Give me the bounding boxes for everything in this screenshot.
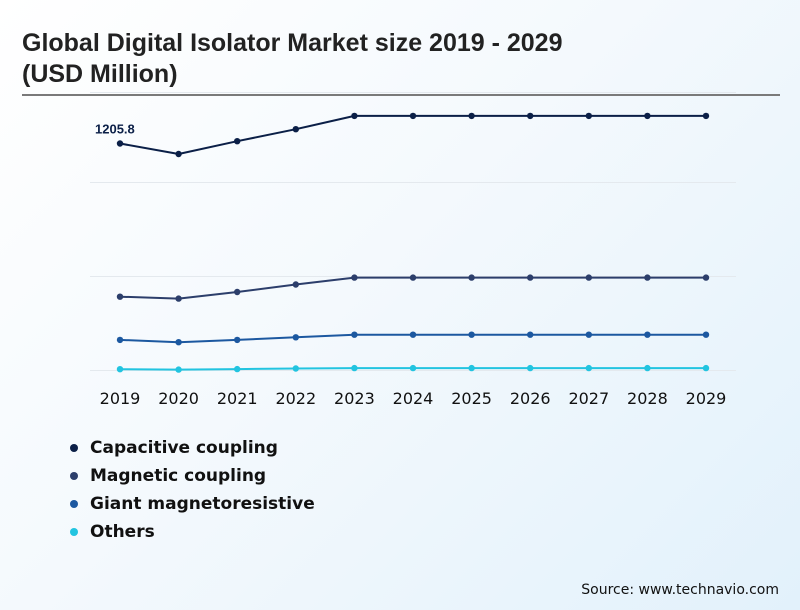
data-point-giant-magnetoresistive[interactable] bbox=[644, 331, 651, 338]
chart-title: Global Digital Isolator Market size 2019… bbox=[22, 29, 563, 88]
source-note: Source: www.technavio.com bbox=[581, 582, 779, 598]
data-point-capacitive-coupling[interactable] bbox=[644, 112, 651, 120]
legend-label: Giant magnetoresistive bbox=[90, 494, 315, 514]
data-point-others[interactable] bbox=[234, 365, 241, 373]
series-group bbox=[116, 112, 710, 373]
legend-item-magnetic-coupling[interactable]: Magnetic coupling bbox=[70, 462, 315, 490]
data-point-capacitive-coupling[interactable] bbox=[351, 112, 358, 120]
data-point-giant-magnetoresistive[interactable] bbox=[468, 331, 475, 338]
legend-marker-giant-magnetoresistive bbox=[70, 500, 78, 508]
data-point-others[interactable] bbox=[116, 366, 124, 373]
data-point-giant-magnetoresistive[interactable] bbox=[292, 334, 299, 341]
data-point-magnetic-coupling[interactable] bbox=[702, 274, 710, 281]
legend-label: Magnetic coupling bbox=[90, 466, 267, 486]
data-point-others[interactable] bbox=[468, 364, 475, 372]
data-point-magnetic-coupling[interactable] bbox=[409, 274, 417, 281]
data-label: 1205.8 bbox=[95, 122, 135, 137]
data-point-others[interactable] bbox=[175, 366, 182, 373]
data-point-magnetic-coupling[interactable] bbox=[527, 274, 534, 281]
x-tick-label: 2027 bbox=[568, 389, 609, 408]
data-point-capacitive-coupling[interactable] bbox=[116, 140, 124, 147]
x-tick-label: 2026 bbox=[510, 389, 551, 408]
gridlines bbox=[90, 92, 736, 371]
line-chart: 2019 2020 2021 2022 2023 2024 2025 2026 2027 2028… bbox=[90, 92, 736, 408]
data-point-giant-magnetoresistive[interactable] bbox=[175, 339, 182, 346]
data-point-giant-magnetoresistive[interactable] bbox=[527, 331, 534, 338]
data-point-giant-magnetoresistive[interactable] bbox=[702, 331, 710, 338]
data-point-magnetic-coupling[interactable] bbox=[175, 295, 182, 302]
data-point-capacitive-coupling[interactable] bbox=[702, 112, 710, 120]
data-point-capacitive-coupling[interactable] bbox=[585, 112, 592, 120]
data-point-magnetic-coupling[interactable] bbox=[351, 274, 358, 281]
data-point-capacitive-coupling[interactable] bbox=[468, 112, 475, 120]
legend-marker-magnetic-coupling bbox=[70, 472, 78, 480]
annotations: 1205.8 bbox=[95, 122, 135, 137]
data-point-others[interactable] bbox=[292, 365, 299, 372]
legend-label: Others bbox=[90, 522, 155, 542]
data-point-capacitive-coupling[interactable] bbox=[234, 138, 241, 145]
data-point-giant-magnetoresistive[interactable] bbox=[351, 331, 358, 338]
data-point-capacitive-coupling[interactable] bbox=[409, 112, 417, 120]
x-tick-label: 2029 bbox=[686, 389, 727, 408]
data-point-capacitive-coupling[interactable] bbox=[292, 126, 299, 133]
data-point-others[interactable] bbox=[409, 364, 417, 372]
data-point-magnetic-coupling[interactable] bbox=[292, 281, 299, 288]
data-point-giant-magnetoresistive[interactable] bbox=[234, 336, 241, 344]
title-divider bbox=[22, 94, 780, 96]
data-point-magnetic-coupling[interactable] bbox=[116, 293, 124, 300]
data-point-capacitive-coupling[interactable] bbox=[527, 112, 534, 120]
legend-label: Capacitive coupling bbox=[90, 438, 278, 458]
data-point-others[interactable] bbox=[527, 364, 534, 372]
legend-marker-capacitive-coupling bbox=[70, 444, 78, 452]
legend-item-giant-magnetoresistive[interactable]: Giant magnetoresistive bbox=[70, 490, 315, 518]
x-tick-label: 2028 bbox=[627, 389, 668, 408]
data-point-others[interactable] bbox=[351, 364, 358, 372]
series-line-capacitive-coupling bbox=[119, 114, 706, 155]
legend: Capacitive coupling Magnetic coupling Gi… bbox=[70, 434, 315, 546]
x-tick-label: 2020 bbox=[158, 389, 199, 408]
legend-marker-others bbox=[70, 528, 78, 536]
x-tick-label: 2022 bbox=[275, 389, 316, 408]
x-tick-label: 2024 bbox=[393, 389, 434, 408]
x-tick-label: 2019 bbox=[100, 389, 141, 408]
data-point-magnetic-coupling[interactable] bbox=[468, 274, 475, 281]
data-point-others[interactable] bbox=[702, 364, 710, 372]
data-point-giant-magnetoresistive[interactable] bbox=[409, 331, 417, 338]
legend-item-others[interactable]: Others bbox=[70, 518, 315, 546]
x-tick-label: 2023 bbox=[334, 389, 375, 408]
x-axis-ticks: 2019 2020 2021 2022 2023 2024 2025 2026 2027 2028… bbox=[100, 389, 727, 408]
data-point-magnetic-coupling[interactable] bbox=[585, 274, 592, 281]
x-tick-label: 2021 bbox=[217, 389, 258, 408]
data-point-giant-magnetoresistive[interactable] bbox=[585, 331, 592, 338]
data-point-others[interactable] bbox=[585, 364, 592, 372]
data-point-others[interactable] bbox=[644, 364, 651, 372]
legend-item-capacitive-coupling[interactable]: Capacitive coupling bbox=[70, 434, 315, 462]
data-point-giant-magnetoresistive[interactable] bbox=[116, 336, 124, 344]
data-point-magnetic-coupling[interactable] bbox=[644, 274, 651, 281]
data-point-magnetic-coupling[interactable] bbox=[234, 288, 241, 296]
data-point-capacitive-coupling[interactable] bbox=[175, 150, 182, 158]
x-tick-label: 2025 bbox=[451, 389, 492, 408]
